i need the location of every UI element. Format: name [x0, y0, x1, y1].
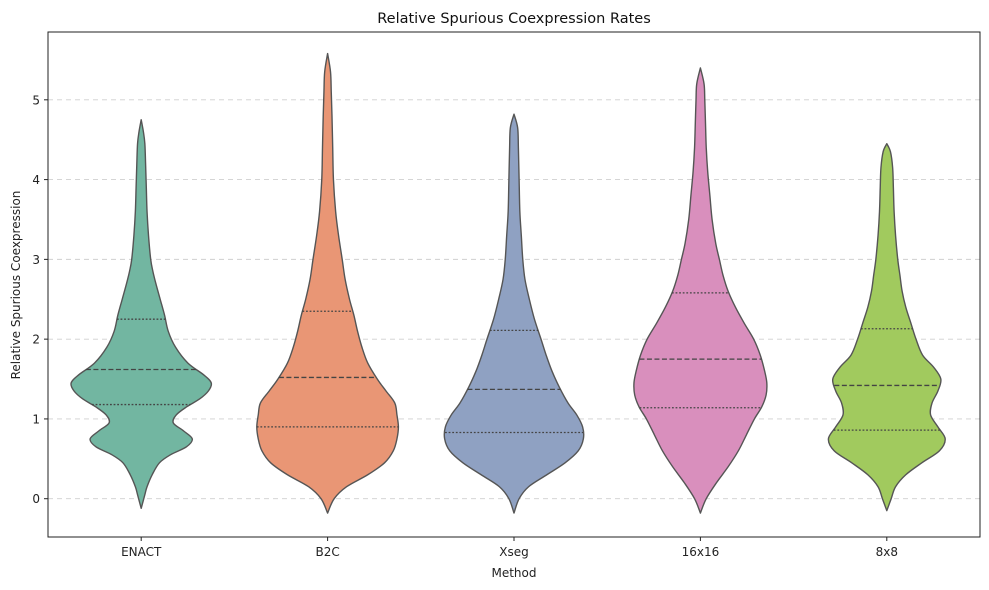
y-tick-label: 5 [32, 93, 40, 107]
y-tick-label: 0 [32, 492, 40, 506]
y-axis-label: Relative Spurious Coexpression [9, 191, 23, 380]
y-tick-label: 3 [32, 253, 40, 267]
violin-b2c [256, 52, 400, 514]
x-tick-label: Xseg [499, 545, 528, 559]
violin-body [443, 113, 585, 514]
violin-body [70, 119, 213, 509]
violin-body [633, 67, 768, 514]
violin-body [827, 142, 946, 512]
violin-16x16 [633, 67, 768, 514]
x-tick-label: 16x16 [682, 545, 720, 559]
violin-8x8 [827, 142, 946, 512]
violin-enact [70, 119, 213, 509]
violin-body [256, 52, 400, 514]
x-axis-label: Method [491, 566, 536, 580]
y-axis: 0 1 2 3 4 5 [32, 93, 48, 506]
chart-title: Relative Spurious Coexpression Rates [377, 11, 651, 27]
plot-frame [47, 31, 981, 538]
violin-xseg [443, 113, 585, 514]
x-tick-label: 8x8 [876, 545, 898, 559]
y-tick-label: 2 [32, 333, 40, 347]
y-tick-label: 1 [32, 412, 40, 426]
y-tick-label: 4 [32, 173, 40, 187]
x-tick-label: ENACT [121, 545, 162, 559]
x-tick-label: B2C [315, 545, 339, 559]
violins [70, 52, 946, 514]
x-axis: ENACT B2C Xseg 16x16 8x8 [121, 537, 898, 559]
grid-lines [48, 99, 980, 500]
